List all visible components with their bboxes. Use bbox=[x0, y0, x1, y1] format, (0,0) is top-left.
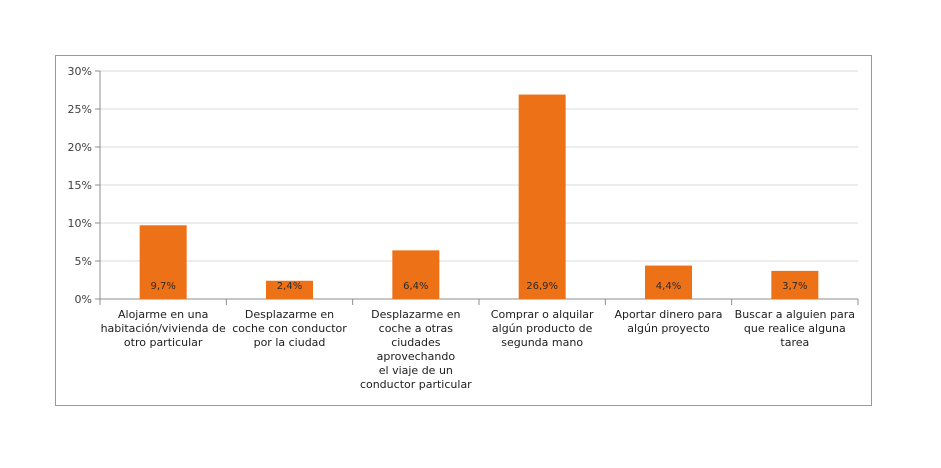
x-category-label: segunda mano bbox=[501, 336, 583, 349]
x-category-label: coche con conductor bbox=[232, 322, 347, 335]
x-category-label: tarea bbox=[780, 336, 809, 349]
y-tick-label: 15% bbox=[68, 179, 92, 192]
y-tick-label: 25% bbox=[68, 103, 92, 116]
x-category-label: el viaje de un bbox=[379, 364, 453, 377]
x-category-label: algún proyecto bbox=[627, 322, 710, 335]
y-tick-label: 30% bbox=[68, 65, 92, 78]
x-category-label: que realice alguna bbox=[744, 322, 846, 335]
x-category-label: Buscar a alguien para bbox=[735, 308, 855, 321]
x-category-label: Desplazarme en bbox=[245, 308, 334, 321]
bar bbox=[139, 225, 187, 299]
x-category-label: Aportar dinero para bbox=[614, 308, 722, 321]
x-category-label: aprovechando bbox=[377, 350, 456, 363]
y-tick-label: 0% bbox=[75, 293, 92, 306]
x-category-label: algún producto de bbox=[492, 322, 593, 335]
data-label: 6,4% bbox=[403, 281, 428, 292]
bar bbox=[771, 270, 819, 299]
chart-frame bbox=[55, 55, 872, 406]
bar bbox=[518, 94, 566, 299]
y-tick-label: 5% bbox=[75, 255, 92, 268]
bar bbox=[266, 280, 313, 299]
bar bbox=[392, 250, 440, 299]
bar bbox=[645, 265, 692, 299]
x-category-label: Comprar o alquilar bbox=[491, 308, 594, 321]
x-category-label: habitación/vivienda de bbox=[101, 322, 226, 335]
data-label: 2,4% bbox=[277, 281, 302, 292]
data-label: 26,9% bbox=[526, 281, 558, 292]
data-label: 9,7% bbox=[150, 281, 175, 292]
x-category-label: conductor particular bbox=[360, 378, 472, 391]
x-category-label: Alojarme en una bbox=[118, 308, 208, 321]
x-category-label: ciudades bbox=[391, 336, 441, 349]
y-tick-label: 20% bbox=[68, 141, 92, 154]
x-category-label: Desplazarme en bbox=[371, 308, 460, 321]
data-label: 4,4% bbox=[656, 281, 681, 292]
x-category-label: otro particular bbox=[124, 336, 203, 349]
data-label: 3,7% bbox=[782, 281, 807, 292]
y-tick-label: 10% bbox=[68, 217, 92, 230]
x-category-label: por la ciudad bbox=[254, 336, 326, 349]
x-category-label: coche a otras bbox=[379, 322, 454, 335]
